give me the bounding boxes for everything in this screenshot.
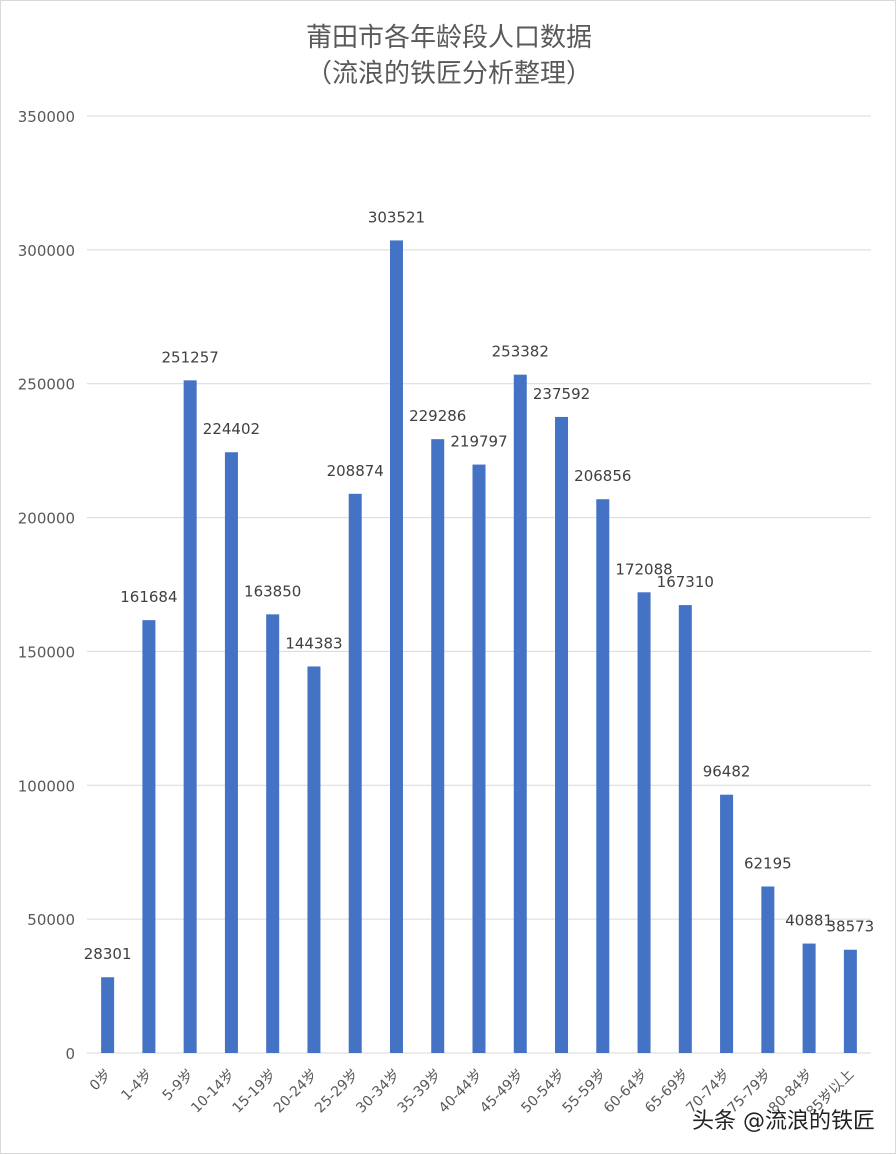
bar [431,439,445,1054]
x-tick-label: 35-39岁 [395,1067,445,1117]
y-tick-label: 200000 [18,510,75,528]
x-tick-label: 30-34岁 [353,1067,403,1117]
data-label: 237592 [533,385,590,403]
y-tick-label: 0 [65,1045,75,1063]
bar [307,666,321,1053]
bar [843,949,857,1053]
bar [720,794,734,1053]
x-tick-label: 1-4岁 [118,1067,155,1104]
data-label: 96482 [703,763,751,781]
bar [183,380,197,1053]
x-tick-label: 60-64岁 [601,1067,651,1117]
data-label: 38573 [827,918,875,936]
x-tick-label: 0岁 [87,1067,115,1095]
bar [224,452,238,1053]
data-label: 40881 [785,912,833,930]
data-label: 167310 [657,573,714,591]
chart-title: 莆田市各年龄段人口数据 [305,23,592,53]
data-label: 208874 [327,462,384,480]
data-label: 224402 [203,420,260,438]
y-tick-label: 250000 [18,376,75,394]
data-label: 163850 [244,582,301,600]
data-label: 144383 [285,634,342,652]
x-tick-label: 20-24岁 [271,1067,321,1117]
x-tick-label: 45-49岁 [477,1067,527,1117]
data-label: 229286 [409,407,466,425]
bar [678,605,692,1053]
data-label: 172088 [615,560,672,578]
bar [802,943,816,1053]
data-label: 251257 [162,348,219,366]
bar [266,614,280,1053]
bar [472,464,486,1053]
x-tick-label: 40-44岁 [436,1067,486,1117]
data-label: 161684 [120,588,177,606]
bar [513,374,527,1054]
bar [348,493,362,1053]
bar [596,499,610,1054]
watermark: 头条 @流浪的铁匠 [692,1109,875,1134]
data-label: 303521 [368,208,425,226]
data-label: 206856 [574,467,631,485]
x-tick-label: 15-19岁 [230,1067,280,1117]
y-tick-label: 50000 [27,911,75,929]
x-tick-label: 5-9岁 [160,1067,197,1104]
data-label: 28301 [84,945,132,963]
data-label: 253382 [492,343,549,361]
y-tick-label: 350000 [18,108,75,126]
bar [761,886,775,1053]
data-label: 219797 [450,433,507,451]
bar [142,620,156,1053]
y-tick-label: 150000 [18,643,75,661]
x-tick-label: 25-29岁 [312,1067,362,1117]
bar [555,416,569,1054]
y-tick-label: 100000 [18,777,75,795]
x-tick-label: 50-54岁 [518,1067,568,1117]
bar [637,592,651,1053]
chart-subtitle: （流浪的铁匠分析整理） [305,59,592,89]
x-tick-label: 55-59岁 [560,1067,610,1117]
data-label: 62195 [744,854,792,872]
y-tick-label: 300000 [18,242,75,260]
bar [101,977,115,1053]
x-tick-label: 65-69岁 [642,1067,692,1117]
x-tick-label: 10-14岁 [188,1067,238,1117]
bar [389,240,403,1054]
